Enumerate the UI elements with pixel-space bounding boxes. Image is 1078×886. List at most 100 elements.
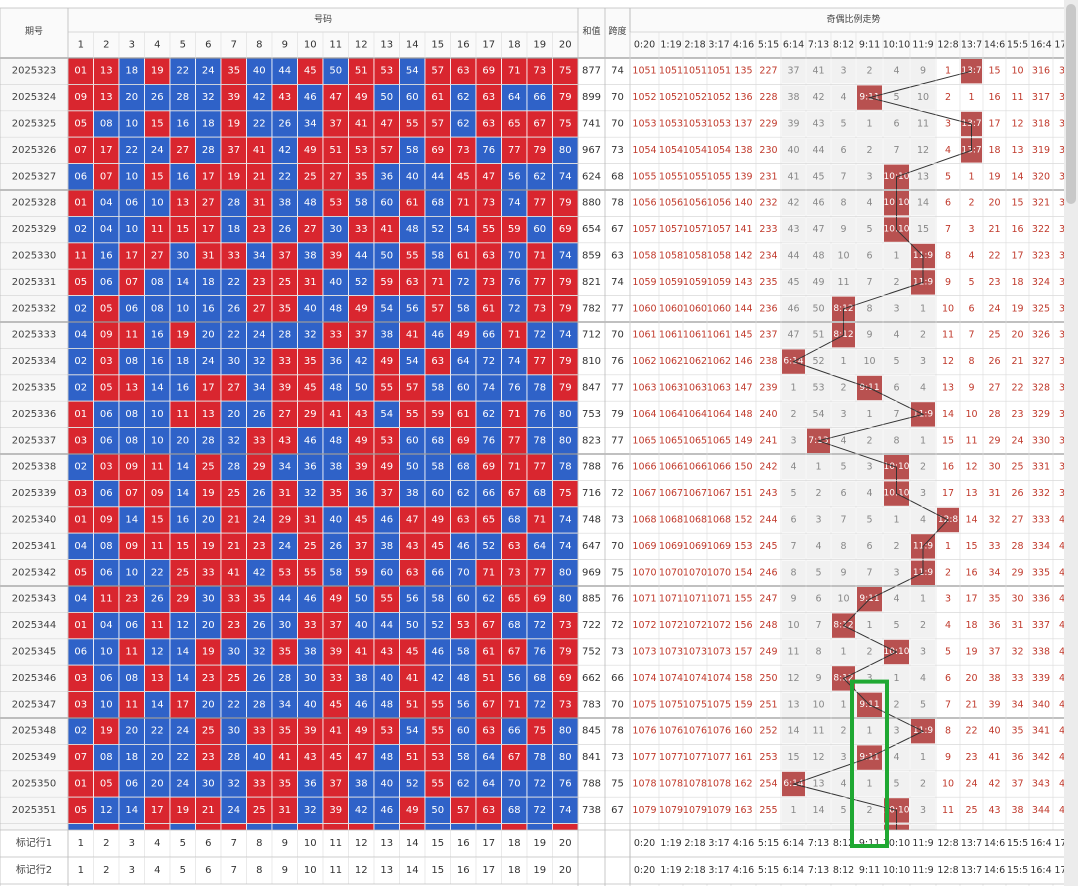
number-value: 05: [74, 119, 87, 130]
sum-value: 624: [582, 171, 601, 182]
number-value: 74: [508, 356, 521, 367]
number-value: 54: [380, 409, 393, 420]
number-value: 02: [74, 726, 87, 737]
number-cell: [169, 110, 196, 138]
number-value: 15: [151, 171, 164, 182]
footer-ratio-label: 8:12: [833, 865, 854, 876]
trend-cell: [857, 481, 882, 506]
trend-value: 1061: [683, 330, 707, 341]
trend-value: 16: [988, 92, 1000, 103]
number-value: 41: [380, 224, 393, 235]
number-cell: [93, 585, 120, 613]
number-cell: [450, 770, 477, 798]
number-cell: [144, 453, 171, 481]
ratio-column-header: 0:20: [634, 40, 655, 51]
number-value: 71: [508, 699, 521, 710]
footer-row-background: [0, 830, 1078, 857]
number-cell: [169, 374, 196, 402]
ratio-column-header: 8:12: [833, 40, 854, 51]
trend-value: 1078: [707, 779, 731, 790]
trend-value: 1067: [659, 488, 683, 499]
number-value: 57: [457, 805, 470, 816]
trend-value: 36: [988, 620, 1000, 631]
trend-value: 157: [734, 647, 752, 658]
number-cell: [93, 664, 120, 693]
number-value: 32: [202, 92, 215, 103]
period-label: 2025332: [12, 303, 57, 314]
number-value: 32: [304, 330, 317, 341]
trend-value: 4: [920, 515, 926, 526]
trend-value: 5: [893, 620, 899, 631]
scrollbar-thumb[interactable]: [1066, 4, 1076, 204]
sum-value: 783: [582, 699, 601, 710]
period-label: 2025345: [12, 647, 57, 658]
trend-value: 253: [759, 752, 777, 763]
number-value: 51: [406, 699, 419, 710]
number-cell: [118, 664, 145, 693]
trend-value: 5: [945, 171, 951, 182]
trend-value: 12: [917, 145, 929, 156]
trend-cell: [807, 507, 830, 533]
number-value: 19: [176, 330, 189, 341]
number-cell: [195, 427, 222, 455]
number-value: 56: [406, 303, 419, 314]
footer-ratio-label: 5:15: [758, 838, 779, 849]
trend-value: 38: [988, 673, 1000, 684]
span-value: 72: [611, 488, 624, 499]
number-value: 24: [253, 330, 266, 341]
trend-value: 1: [945, 66, 951, 77]
number-cell: [297, 612, 324, 640]
number-value: 14: [176, 277, 189, 288]
number-value: 54: [406, 726, 419, 737]
period-label: 2025346: [12, 673, 57, 684]
number-value: 09: [100, 515, 113, 526]
ratio-column-header: 2:18: [684, 40, 705, 51]
trend-value: 1064: [632, 409, 656, 420]
number-cell: [118, 57, 145, 85]
number-cell: [93, 57, 120, 85]
trend-cell: [911, 771, 935, 797]
trend-value: 1053: [707, 119, 731, 130]
number-value: 23: [253, 541, 266, 552]
trend-value: 12: [812, 752, 824, 763]
vertical-scrollbar[interactable]: [1064, 0, 1078, 886]
number-value: 53: [431, 752, 444, 763]
number-value: 51: [355, 66, 368, 77]
number-value: 25: [304, 171, 317, 182]
number-cell: [220, 717, 247, 745]
number-value: 36: [329, 356, 342, 367]
number-cell: [271, 532, 298, 561]
footer-ratio-label: 14:6: [984, 865, 1005, 876]
trend-cell: [832, 745, 855, 770]
number-value: 71: [533, 515, 546, 526]
number-value: 20: [227, 409, 240, 420]
number-value: 14: [176, 673, 189, 684]
trend-cell: [857, 719, 882, 744]
trend-value: 3: [790, 435, 796, 446]
period-label: 2025344: [12, 620, 57, 631]
number-value: 50: [380, 92, 393, 103]
number-cell: [450, 479, 477, 508]
number-value: 40: [355, 620, 368, 631]
trend-cell: [832, 692, 855, 717]
trend-cell: [911, 217, 935, 242]
number-value: 22: [253, 119, 266, 130]
number-value: 05: [100, 779, 113, 790]
number-value: 73: [533, 66, 546, 77]
span-value: 73: [611, 145, 624, 156]
footer-ratio-label: 9:11: [859, 838, 880, 849]
number-cell: [220, 163, 247, 191]
trend-value: 1051: [632, 66, 656, 77]
number-value: 06: [100, 567, 113, 578]
period-label: 2025347: [12, 699, 57, 710]
trend-cell: [857, 798, 882, 823]
number-value: 56: [406, 594, 419, 605]
trend-cell: [807, 560, 830, 585]
number-cell: [220, 215, 247, 244]
number-value: 46: [304, 435, 317, 446]
number-value: 38: [304, 647, 317, 658]
trend-value: 233: [759, 224, 777, 235]
number-value: 51: [406, 752, 419, 763]
trend-cell: [782, 217, 805, 242]
number-value: 74: [482, 383, 495, 394]
